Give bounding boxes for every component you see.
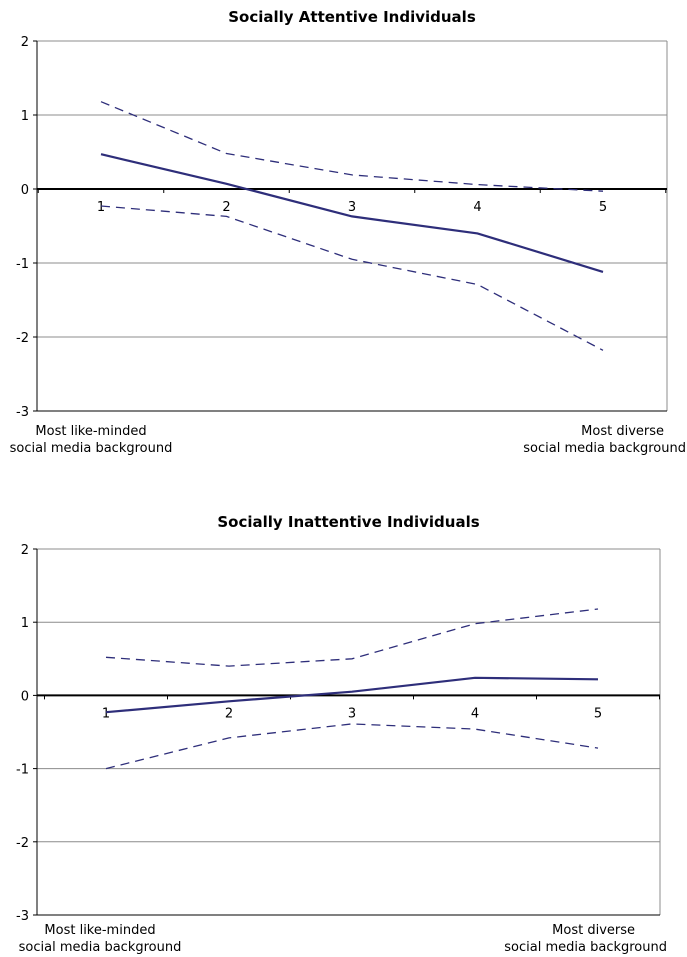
x-tick-label: 1 <box>97 200 105 215</box>
x-right-end-label: Most diverse <box>552 923 635 938</box>
chart-title: Socially Inattentive Individuals <box>217 513 479 531</box>
series-line-estimate <box>100 153 604 273</box>
series-line-estimate <box>105 676 599 714</box>
y-tick-label: 0 <box>21 689 29 704</box>
y-tick-label: -2 <box>16 331 29 346</box>
x-right-end-label: social media background <box>523 441 686 456</box>
y-tick-label: 1 <box>21 616 29 631</box>
chart-socially-inattentive: Socially Inattentive Individuals 2 1 0 -1 -2 -… <box>16 513 667 955</box>
chart-title: Socially Attentive Individuals <box>228 8 476 26</box>
x-tick-label: 5 <box>594 706 602 721</box>
chart-socially-attentive: Socially Attentive Individuals 2 1 0 -1 -2 -3 1… <box>10 8 686 456</box>
series-line-bound <box>105 723 599 770</box>
y-tick-label: -3 <box>16 405 29 420</box>
x-right-end-label: social media background <box>504 940 667 955</box>
x-left-end-label: social media background <box>10 441 173 456</box>
x-tick-label: 3 <box>348 200 356 215</box>
x-left-end-label: social media background <box>19 940 182 955</box>
y-tick-label: 1 <box>21 109 29 124</box>
y-tick-label: -1 <box>16 257 29 272</box>
y-tick-label: 2 <box>21 35 29 50</box>
x-tick-label: 4 <box>471 706 479 721</box>
y-tick-label: 2 <box>21 543 29 558</box>
x-left-end-label: Most like-minded <box>44 923 155 938</box>
series-line-bound <box>100 101 604 192</box>
x-right-end-label: Most diverse <box>581 424 664 439</box>
y-tick-label: -1 <box>16 763 29 778</box>
x-left-end-label: Most like-minded <box>35 424 146 439</box>
y-tick-label: -3 <box>16 909 29 924</box>
x-tick-label: 3 <box>348 706 356 721</box>
x-tick-label: 4 <box>473 200 481 215</box>
y-tick-label: -2 <box>16 836 29 851</box>
x-tick-label: 2 <box>222 200 230 215</box>
series-line-bound <box>100 205 604 351</box>
x-tick-label: 5 <box>599 200 607 215</box>
y-tick-label: 0 <box>21 183 29 198</box>
x-tick-label: 1 <box>102 706 110 721</box>
x-tick-label: 2 <box>225 706 233 721</box>
series-line-bound <box>105 608 599 667</box>
